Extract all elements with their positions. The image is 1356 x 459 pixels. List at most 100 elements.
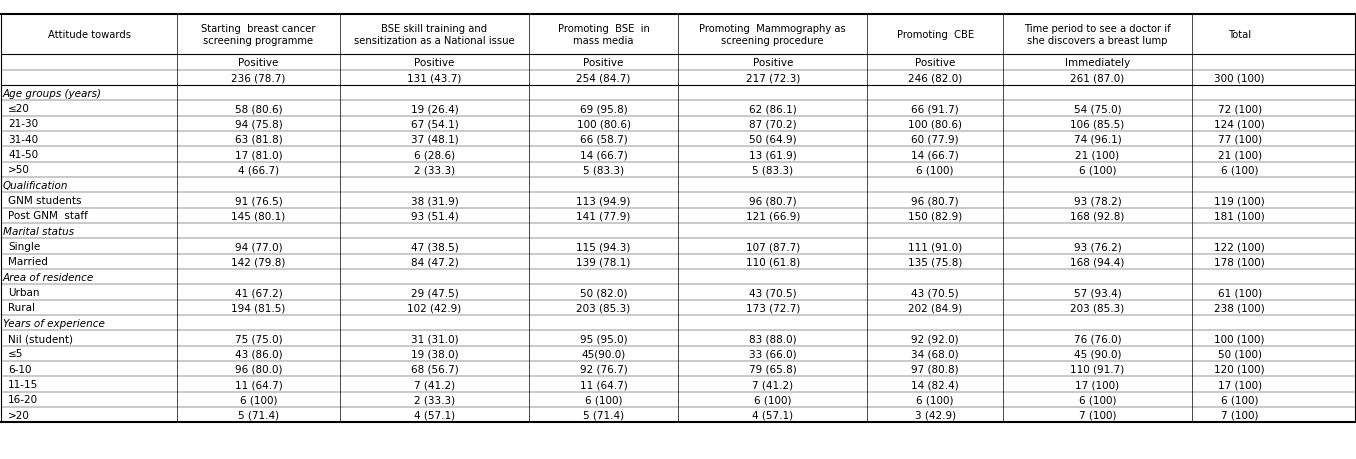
Text: Starting  breast cancer
screening programme: Starting breast cancer screening program… <box>201 24 316 46</box>
Text: 83 (88.0): 83 (88.0) <box>749 333 796 343</box>
Text: 96 (80.7): 96 (80.7) <box>749 196 796 206</box>
Text: 173 (72.7): 173 (72.7) <box>746 303 800 313</box>
Text: 111 (91.0): 111 (91.0) <box>909 241 963 252</box>
Text: 17 (100): 17 (100) <box>1218 379 1261 389</box>
Text: 47 (38.5): 47 (38.5) <box>411 241 458 252</box>
Text: 6 (100): 6 (100) <box>917 395 953 404</box>
Text: Years of experience: Years of experience <box>3 318 104 328</box>
Text: Attitude towards: Attitude towards <box>47 30 130 40</box>
Text: 217 (72.3): 217 (72.3) <box>746 73 800 83</box>
Text: 6 (28.6): 6 (28.6) <box>414 150 456 160</box>
Text: 95 (95.0): 95 (95.0) <box>580 333 628 343</box>
Text: 6 (100): 6 (100) <box>917 165 953 175</box>
Text: Positive: Positive <box>915 58 955 68</box>
Text: 100 (80.6): 100 (80.6) <box>909 119 963 129</box>
Text: 178 (100): 178 (100) <box>1214 257 1265 267</box>
Text: 102 (42.9): 102 (42.9) <box>407 303 461 313</box>
Text: 61 (100): 61 (100) <box>1218 287 1261 297</box>
Text: 77 (100): 77 (100) <box>1218 134 1261 145</box>
Text: 5 (71.4): 5 (71.4) <box>583 410 624 420</box>
Text: 7 (41.2): 7 (41.2) <box>414 379 456 389</box>
Text: 122 (100): 122 (100) <box>1214 241 1265 252</box>
Text: 5 (71.4): 5 (71.4) <box>237 410 279 420</box>
Text: 100 (80.6): 100 (80.6) <box>576 119 631 129</box>
Text: 16-20: 16-20 <box>8 395 38 404</box>
Text: 13 (61.9): 13 (61.9) <box>749 150 796 160</box>
Text: 124 (100): 124 (100) <box>1214 119 1265 129</box>
Text: 150 (82.9): 150 (82.9) <box>909 211 963 221</box>
Text: 79 (65.8): 79 (65.8) <box>749 364 796 374</box>
Text: 203 (85.3): 203 (85.3) <box>1070 303 1124 313</box>
Text: 5 (83.3): 5 (83.3) <box>753 165 793 175</box>
Text: 50 (100): 50 (100) <box>1218 349 1261 358</box>
Text: Total: Total <box>1229 30 1252 40</box>
Text: 38 (31.9): 38 (31.9) <box>411 196 458 206</box>
Text: 168 (92.8): 168 (92.8) <box>1070 211 1124 221</box>
Text: 203 (85.3): 203 (85.3) <box>576 303 631 313</box>
Text: 100 (100): 100 (100) <box>1215 333 1265 343</box>
Text: 131 (43.7): 131 (43.7) <box>407 73 461 83</box>
Text: 63 (81.8): 63 (81.8) <box>235 134 282 145</box>
Text: 76 (76.0): 76 (76.0) <box>1074 333 1121 343</box>
Text: 21 (100): 21 (100) <box>1075 150 1120 160</box>
Text: Promoting  CBE: Promoting CBE <box>896 30 974 40</box>
Text: 66 (58.7): 66 (58.7) <box>580 134 628 145</box>
Text: 94 (75.8): 94 (75.8) <box>235 119 282 129</box>
Text: 54 (75.0): 54 (75.0) <box>1074 104 1121 114</box>
Text: 106 (85.5): 106 (85.5) <box>1070 119 1124 129</box>
Text: 96 (80.7): 96 (80.7) <box>911 196 959 206</box>
Text: 14 (82.4): 14 (82.4) <box>911 379 959 389</box>
Text: 91 (76.5): 91 (76.5) <box>235 196 282 206</box>
Text: Positive: Positive <box>239 58 279 68</box>
Text: 194 (81.5): 194 (81.5) <box>232 303 286 313</box>
Text: 41 (67.2): 41 (67.2) <box>235 287 282 297</box>
Text: 87 (70.2): 87 (70.2) <box>749 119 796 129</box>
Text: Age groups (years): Age groups (years) <box>3 89 102 99</box>
Text: 31 (31.0): 31 (31.0) <box>411 333 458 343</box>
Text: 181 (100): 181 (100) <box>1214 211 1265 221</box>
Text: Positive: Positive <box>753 58 793 68</box>
Text: 11 (64.7): 11 (64.7) <box>580 379 628 389</box>
Text: 67 (54.1): 67 (54.1) <box>411 119 458 129</box>
Text: Positive: Positive <box>414 58 454 68</box>
Text: Qualification: Qualification <box>3 180 68 190</box>
Text: 68 (56.7): 68 (56.7) <box>411 364 458 374</box>
Text: 45 (90.0): 45 (90.0) <box>1074 349 1121 358</box>
Text: 300 (100): 300 (100) <box>1215 73 1265 83</box>
Text: 19 (26.4): 19 (26.4) <box>411 104 458 114</box>
Text: 135 (75.8): 135 (75.8) <box>909 257 963 267</box>
Text: Positive: Positive <box>583 58 624 68</box>
Text: 236 (78.7): 236 (78.7) <box>232 73 286 83</box>
Text: 110 (91.7): 110 (91.7) <box>1070 364 1124 374</box>
Text: >50: >50 <box>8 165 30 175</box>
Text: 7 (41.2): 7 (41.2) <box>753 379 793 389</box>
Text: 120 (100): 120 (100) <box>1214 364 1265 374</box>
Text: 92 (92.0): 92 (92.0) <box>911 333 959 343</box>
Text: 60 (77.9): 60 (77.9) <box>911 134 959 145</box>
Text: 6 (100): 6 (100) <box>1220 165 1258 175</box>
Text: 6 (100): 6 (100) <box>584 395 622 404</box>
Text: 261 (87.0): 261 (87.0) <box>1070 73 1124 83</box>
Text: 31-40: 31-40 <box>8 134 38 145</box>
Text: 4 (66.7): 4 (66.7) <box>237 165 279 175</box>
Text: 202 (84.9): 202 (84.9) <box>909 303 963 313</box>
Text: Immediately: Immediately <box>1064 58 1130 68</box>
Text: 254 (84.7): 254 (84.7) <box>576 73 631 83</box>
Text: 6 (100): 6 (100) <box>1079 165 1116 175</box>
Text: 69 (95.8): 69 (95.8) <box>580 104 628 114</box>
Text: 37 (48.1): 37 (48.1) <box>411 134 458 145</box>
Text: 62 (86.1): 62 (86.1) <box>749 104 796 114</box>
Text: 6 (100): 6 (100) <box>1220 395 1258 404</box>
Text: 75 (75.0): 75 (75.0) <box>235 333 282 343</box>
Text: 142 (79.8): 142 (79.8) <box>232 257 286 267</box>
Text: Promoting  BSE  in
mass media: Promoting BSE in mass media <box>557 24 650 46</box>
Text: 17 (100): 17 (100) <box>1075 379 1120 389</box>
Text: 113 (94.9): 113 (94.9) <box>576 196 631 206</box>
Text: 84 (47.2): 84 (47.2) <box>411 257 458 267</box>
Text: >20: >20 <box>8 410 30 420</box>
Text: 33 (66.0): 33 (66.0) <box>749 349 796 358</box>
Text: GNM students: GNM students <box>8 196 81 206</box>
Text: 6 (100): 6 (100) <box>754 395 792 404</box>
Text: 43 (86.0): 43 (86.0) <box>235 349 282 358</box>
Text: 74 (96.1): 74 (96.1) <box>1074 134 1121 145</box>
